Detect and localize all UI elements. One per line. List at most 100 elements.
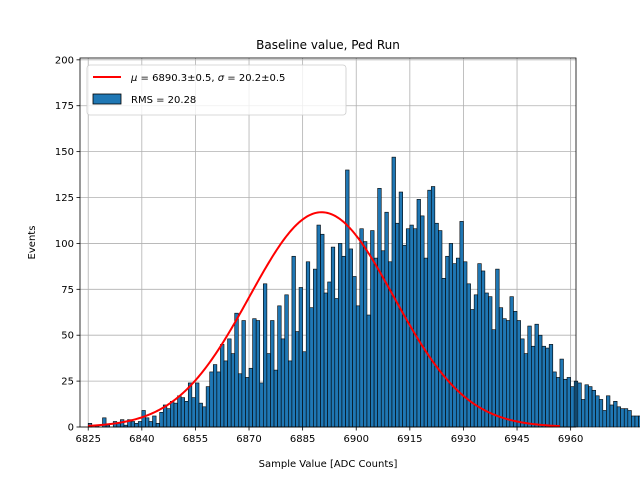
histogram-bar (477, 263, 482, 428)
legend-sigma-value: = 20.2±0.5 (224, 73, 285, 84)
histogram-bar (581, 399, 586, 428)
histogram-bar (352, 276, 357, 428)
histogram-bar (295, 331, 300, 428)
histogram-bar (527, 325, 532, 428)
histogram-bar (598, 399, 604, 428)
histogram-bar (198, 402, 203, 428)
histogram-bar (638, 415, 640, 428)
y-axis-label: Events (27, 226, 38, 260)
histogram-bar (137, 421, 143, 428)
legend: μ = 6890.3±0.5, σ = 20.2±0.5 RMS = 20.28 (86, 64, 347, 116)
histogram-bar (195, 382, 200, 428)
histogram-bar (223, 360, 228, 428)
histogram-bar (470, 309, 475, 428)
histogram-bar (591, 389, 596, 428)
histogram-bar (548, 344, 554, 428)
histogram-bar (391, 156, 396, 428)
histogram-bar (220, 344, 225, 428)
histogram-bar (577, 382, 582, 428)
x-tick-label: 6825 (75, 434, 100, 445)
histogram-bar (595, 395, 600, 428)
histogram-bar (248, 367, 253, 428)
histogram-bar (177, 395, 182, 428)
histogram-bar (363, 241, 368, 428)
histogram-bar (609, 404, 614, 428)
histogram-bar (288, 360, 293, 428)
histogram-bar (191, 397, 196, 428)
histogram-bar (634, 415, 639, 428)
x-tick-label: 6960 (558, 434, 583, 445)
histogram-bar (541, 345, 546, 428)
histogram-bar (445, 255, 450, 428)
histogram-bar (316, 224, 321, 428)
x-axis-label: Sample Value [ADC Counts] (259, 459, 398, 470)
histogram-bar (377, 188, 382, 428)
legend-fit-label: μ = 6890.3±0.5, σ = 20.2±0.5 (130, 73, 285, 84)
histogram-bar (320, 233, 325, 428)
legend-hist-swatch (92, 93, 122, 105)
x-tick-label: 6885 (290, 434, 315, 445)
histogram-bar (212, 364, 218, 428)
histogram-bar (145, 417, 150, 428)
histogram-bar (559, 358, 564, 428)
histogram-bar (416, 199, 421, 428)
histogram-bar (584, 384, 589, 428)
x-tick-label: 6840 (129, 434, 154, 445)
histogram-bar (384, 211, 389, 428)
histogram-bar (481, 270, 486, 428)
histogram-bar (180, 397, 186, 428)
histogram-bar (202, 406, 207, 428)
chart-title: Baseline value, Ped Run (256, 38, 400, 52)
histogram-bar (484, 292, 489, 428)
histogram-bar (130, 421, 135, 428)
histogram-bar (266, 353, 271, 428)
histogram-bar (334, 298, 339, 428)
histogram-bar (448, 243, 454, 428)
x-tick-label: 6855 (183, 434, 208, 445)
histogram-bar (438, 230, 443, 428)
histogram-bar (520, 338, 525, 428)
histogram-bar (473, 294, 479, 428)
histogram-bar (348, 248, 353, 428)
histogram-bar (280, 338, 286, 428)
histogram-bar (395, 222, 400, 428)
y-tick-label: 200 (55, 55, 74, 66)
x-tick-label: 6930 (451, 434, 476, 445)
histogram-bar (405, 228, 411, 428)
gaussian-fit-curve (88, 211, 560, 428)
histogram-bar (241, 320, 246, 428)
histogram-bar (252, 318, 257, 428)
histogram-bar (327, 281, 332, 428)
plot-frame (79, 57, 577, 428)
x-tick-label: 6915 (397, 434, 422, 445)
histogram-bar (502, 318, 507, 428)
legend-mu-value: = 6890.3±0.5, (137, 73, 217, 84)
histogram-bar (513, 311, 518, 428)
histogram-bar (209, 371, 214, 428)
histogram-bar (187, 382, 193, 428)
histogram-bar (420, 215, 425, 428)
histogram-bar (616, 406, 621, 428)
histogram-bar (263, 283, 268, 428)
histogram-bar (323, 292, 328, 428)
histogram-bar (238, 373, 243, 428)
histogram-bar (631, 415, 636, 428)
histogram-bar (345, 169, 350, 428)
histogram-bar (623, 408, 629, 428)
histogram-bar (506, 320, 511, 428)
histogram-bar (277, 305, 282, 428)
histogram-bar (413, 228, 418, 428)
histogram-bar (284, 294, 289, 428)
x-tick-label: 6900 (344, 434, 369, 445)
histogram-bar (602, 410, 607, 428)
histogram-bar (270, 320, 275, 428)
histogram-bar (298, 287, 303, 428)
histogram-bar (566, 377, 571, 428)
histogram-bar (255, 320, 261, 428)
histogram-bar (309, 307, 314, 428)
histogram-bar (491, 329, 496, 428)
histogram-bar (545, 347, 550, 428)
y-tick-label: 75 (61, 285, 74, 296)
histogram-bar (338, 243, 343, 428)
histogram-bar (141, 410, 146, 428)
